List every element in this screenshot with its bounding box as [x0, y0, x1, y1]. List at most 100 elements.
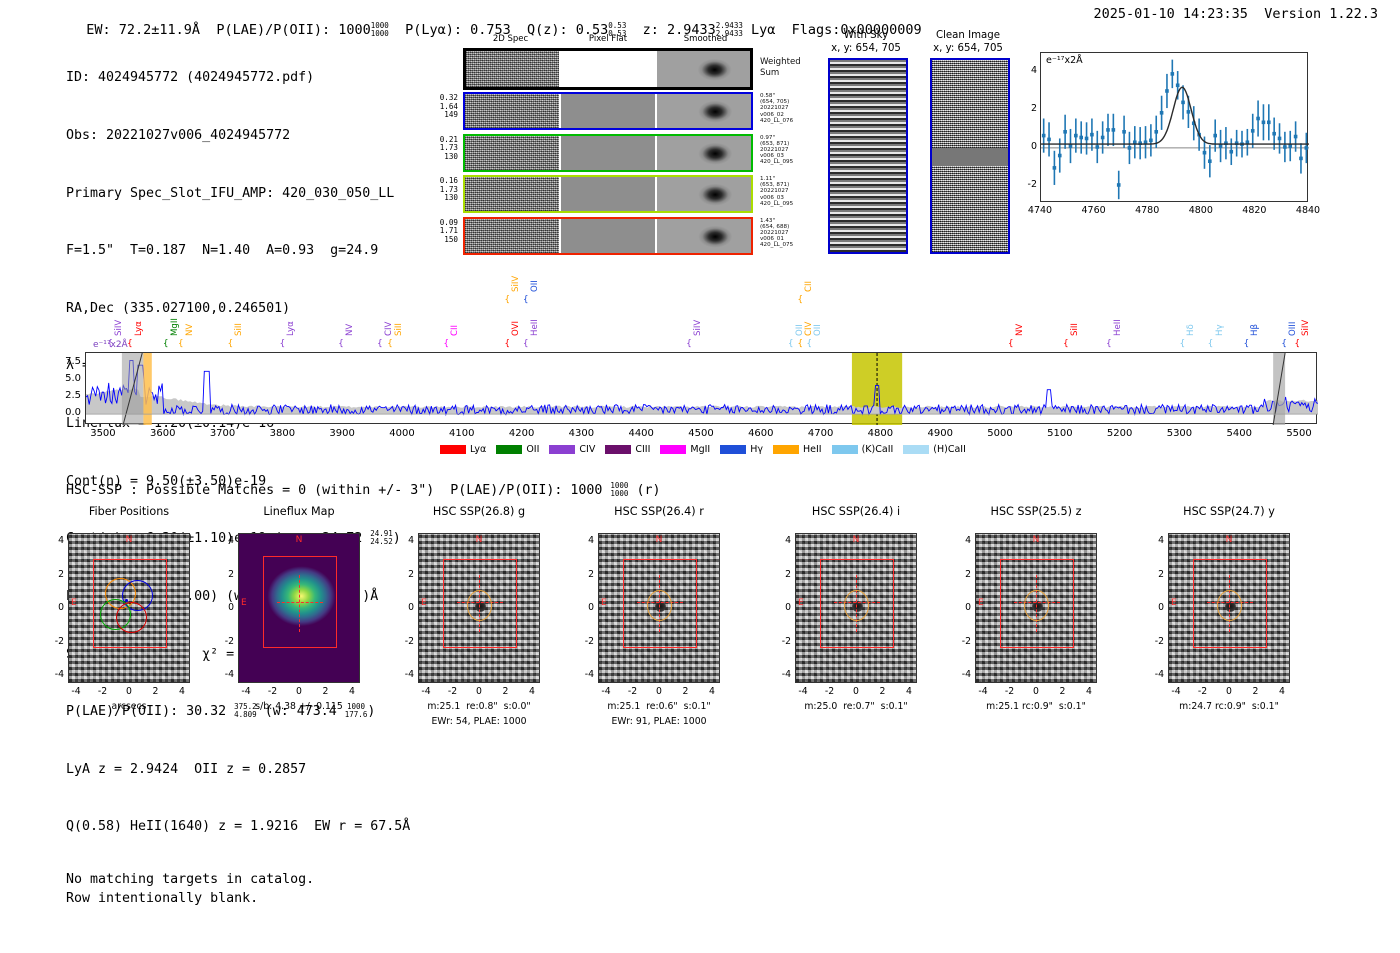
legend-item-Hγ: Hγ — [720, 444, 763, 455]
smoothed-tile — [657, 135, 752, 170]
info-cont-w-lo: 24.52 — [370, 537, 393, 547]
header-summary-line: EW: 72.2±11.9Å P(LAE)/P(OII): 10001000 10… — [70, 6, 922, 38]
panel-xtick: 4 — [1279, 686, 1285, 697]
panel-xtick: 0 — [656, 686, 662, 697]
info-plae-range: 375.2 4.809 — [234, 703, 257, 719]
header-qz-lo: 0.53 — [608, 29, 627, 38]
header-flags: Flags:0x00000009 — [775, 22, 922, 38]
legend-item-CIII: CIII — [605, 444, 650, 455]
panel-caption-4-0: m:25.0 re:0.7" s:0.1" — [804, 701, 908, 712]
compass-east-label: E — [71, 597, 77, 608]
spec-row-meta: 1.43" (654, 688) 20221027 v006_01 420_LL… — [760, 217, 794, 249]
header-z-lo: 2.9433 — [715, 29, 743, 38]
line-marker-brace: { — [1007, 339, 1014, 349]
hsc-header-range: 1000 1000 — [610, 482, 628, 498]
line-marker-brace: { — [1062, 339, 1069, 349]
line-marker-brace: { — [1207, 339, 1214, 349]
panel-xtick: 2 — [1252, 686, 1259, 697]
line-profile-axes: e⁻¹⁷x2Å — [1040, 52, 1309, 202]
full-spectrum-xtick: 5000 — [987, 428, 1013, 439]
full-spectrum-xtick: 4100 — [449, 428, 475, 439]
panel-title-0: Fiber Positions — [88, 505, 170, 518]
panel-ytick: 2 — [588, 568, 594, 580]
sky-cutouts-group: With Sky x, y: 654, 705 Clean Image x, y:… — [820, 30, 1020, 260]
panel-ytick: 0 — [965, 602, 971, 613]
line-marker-label-Lyα: Lyα — [286, 321, 297, 336]
panel-caption-2-0: m:25.1 re:0.8" s:0.0" — [427, 701, 531, 712]
aperture-rect — [93, 559, 168, 648]
compass-east-label: E — [978, 597, 984, 608]
legend-item-(K)CaII: (K)CaII — [831, 444, 893, 455]
panel-ytick: 4 — [588, 535, 594, 546]
photometry-aperture-circle — [844, 590, 870, 622]
header-line-name: Lyα — [742, 22, 776, 38]
panel-xtick: -4 — [798, 686, 808, 697]
line-marker-brace: { — [504, 339, 511, 349]
legend-label: (H)CaII — [933, 444, 966, 455]
full-spectrum-units-annotation: e⁻¹⁷x2Å — [93, 340, 128, 350]
line-marker-label-OII: OII — [529, 280, 540, 292]
line-marker-brace: { — [279, 339, 286, 349]
line-marker-label-CII: CII — [450, 324, 461, 336]
line-marker-brace: { — [227, 339, 234, 349]
full-spectrum-xtick: 4000 — [389, 428, 415, 439]
aperture-rect — [820, 559, 895, 648]
cutout-grid: Fiber Positions N E -4 -2 0 2 4 4 2 0 -2 -4 arcsecs Li… — [0, 505, 1400, 735]
panel-ytick: -4 — [961, 669, 971, 680]
legend-swatch — [903, 445, 930, 454]
legend-item-CIV: CIV — [549, 444, 595, 455]
panel-ytick: 0 — [228, 602, 234, 613]
full-spectrum-xtick: 4700 — [807, 428, 834, 439]
info-id: ID: 4024945772 (4024945772.pdf) — [66, 70, 315, 86]
pixel-flat-tile — [561, 218, 655, 253]
info-plae-poii: P(LAE)/P(OII): 30.32 375.2 4.809 (w: 473.… — [66, 702, 410, 721]
full-spectrum-ytick: 7.5 — [65, 356, 81, 368]
line-marker-brace: { — [107, 339, 113, 349]
fiber-center-dot — [125, 599, 129, 603]
line-profile-xtick: 4760 — [1081, 205, 1106, 216]
spec-row-3 — [463, 175, 753, 213]
legend-swatch — [773, 445, 799, 454]
legend-item-(H)CaII: (H)CaII — [903, 444, 966, 455]
panel-ytick: 4 — [228, 535, 234, 546]
panel-ytick: -2 — [584, 635, 594, 647]
panel-xtick: 4 — [529, 686, 535, 697]
header-z-value: 2.9433 — [666, 22, 716, 38]
photometry-aperture-circle — [647, 590, 673, 622]
full-spectrum-xtick: 4600 — [748, 428, 774, 439]
compass-north-label: N — [655, 535, 663, 545]
info-cont-w-tail: ) — [392, 531, 401, 547]
panel-caption-1-0: s/b: 4.38 +/- 0.115 — [255, 701, 343, 712]
spec-row-meta: 0.97" (653, 871) 20221027 v006_03 420_LL… — [760, 134, 794, 166]
panel-caption-6-0: m:24.7 rc:0.9" s:0.1" — [1179, 701, 1279, 712]
panel-xtick: -4 — [978, 686, 988, 697]
line-marker-label-SiII: SiII — [1069, 323, 1080, 336]
panel-ytick: -2 — [224, 635, 234, 647]
legend-swatch — [605, 445, 632, 454]
header-qz-hi: 0.53 — [608, 21, 627, 31]
two-d-spec-tile — [466, 51, 559, 87]
compass-north-label: N — [475, 535, 483, 545]
line-marker-brace: { — [443, 339, 450, 349]
info-plae-tail: ) — [367, 704, 376, 720]
full-spectrum-xtick: 4500 — [688, 428, 714, 439]
header-plya-value: 0.753 — [470, 22, 511, 38]
header-plae-hi: 1000 — [370, 21, 389, 31]
pixel-flat-tile — [561, 177, 655, 211]
spec-row-tiles — [465, 218, 752, 253]
line-profile-ytick: -2 — [1027, 178, 1037, 190]
panel-ytick: 2 — [785, 568, 791, 580]
full-spectrum-xtick: 3900 — [329, 428, 355, 439]
spec-row-stats: 0.09 1.71 150 — [439, 217, 458, 244]
line-marker-brace: { — [177, 339, 184, 349]
panel-xtick: 4 — [906, 686, 912, 697]
panel-ytick: 4 — [785, 535, 791, 546]
info-plae-hi: 375.2 — [234, 702, 257, 712]
line-marker-brace: { — [787, 339, 794, 349]
two-d-spec-tile — [465, 218, 559, 253]
panel-ytick: 0 — [1158, 602, 1164, 613]
line-marker-brace: { — [522, 339, 529, 349]
